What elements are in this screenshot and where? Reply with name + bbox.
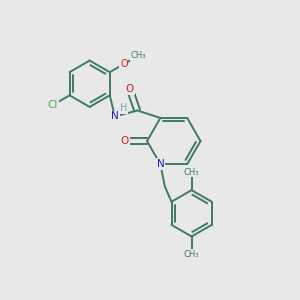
Text: O: O [121, 136, 129, 146]
Text: CH₃: CH₃ [184, 168, 200, 177]
Text: N: N [157, 159, 164, 169]
Text: Cl: Cl [48, 100, 58, 110]
Text: O: O [126, 84, 134, 94]
Text: N: N [111, 111, 119, 122]
Text: CH₃: CH₃ [184, 250, 200, 259]
Text: CH₃: CH₃ [130, 51, 146, 60]
Text: O: O [120, 59, 128, 69]
Text: H: H [120, 103, 127, 113]
